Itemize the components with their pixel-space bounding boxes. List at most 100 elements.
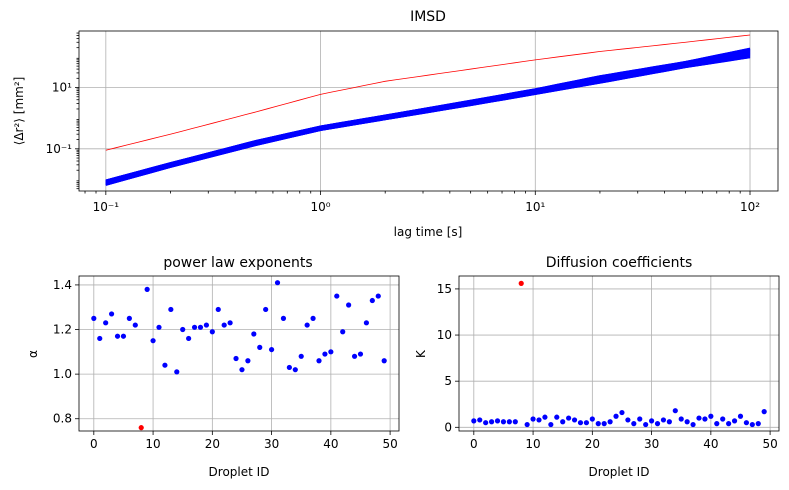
alpha-point bbox=[310, 315, 316, 321]
k-point bbox=[548, 421, 554, 428]
k-point bbox=[672, 408, 678, 414]
k-title: Diffusion coefficients bbox=[546, 255, 693, 271]
alpha-point bbox=[274, 280, 281, 286]
k-x-ticklabel: 30 bbox=[644, 437, 659, 451]
k-point bbox=[577, 420, 584, 426]
k-point bbox=[483, 420, 489, 426]
alpha-point bbox=[197, 324, 204, 330]
alpha-point bbox=[114, 333, 121, 339]
imsd-x-ticklabel: 10⁻¹ bbox=[93, 200, 120, 214]
imsd-blue-curve bbox=[105, 56, 751, 186]
k-y-ticklabel: 0 bbox=[444, 420, 452, 434]
alpha-point bbox=[132, 322, 138, 328]
k-point bbox=[702, 416, 708, 422]
alpha-point bbox=[304, 322, 310, 328]
alpha-point bbox=[91, 315, 97, 321]
imsd-blue-curve bbox=[105, 55, 751, 186]
k-point bbox=[631, 421, 637, 427]
k-point bbox=[583, 420, 590, 426]
imsd-panel: IMSD 10⁻¹ 10⁰ 10¹ 10² 10⁻¹ 10¹ lag time [s] ⟨… bbox=[12, 9, 779, 239]
alpha-point bbox=[351, 353, 358, 359]
k-point bbox=[637, 416, 643, 422]
k-grid bbox=[459, 276, 779, 431]
k-x-ticklabel: 50 bbox=[762, 437, 777, 451]
k-point bbox=[690, 421, 696, 428]
k-point bbox=[536, 417, 542, 423]
imsd-ticks: 10⁻¹ 10⁰ 10¹ 10² 10⁻¹ 10¹ bbox=[46, 32, 760, 214]
alpha-point bbox=[233, 355, 239, 362]
k-y-ticklabel: 5 bbox=[444, 374, 452, 388]
imsd-x-ticklabel: 10⁰ bbox=[311, 200, 331, 214]
alpha-x-ticklabel: 0 bbox=[90, 437, 98, 451]
k-axes-frame bbox=[458, 275, 780, 432]
alpha-point bbox=[191, 324, 198, 330]
alpha-point bbox=[215, 306, 221, 313]
alpha-point bbox=[126, 315, 132, 321]
k-ylabel: K bbox=[414, 349, 428, 358]
k-point bbox=[749, 421, 755, 428]
k-x-ticklabel: 0 bbox=[470, 437, 478, 451]
k-points bbox=[471, 280, 767, 428]
k-y-ticklabel: 15 bbox=[437, 282, 452, 296]
alpha-point bbox=[120, 333, 127, 339]
imsd-blue-curve bbox=[105, 54, 751, 185]
alpha-point bbox=[280, 315, 287, 321]
alpha-point bbox=[316, 358, 322, 364]
imsd-blue-curve bbox=[105, 56, 751, 186]
k-point bbox=[761, 409, 767, 415]
imsd-curves bbox=[105, 34, 751, 186]
alpha-x-ticklabel: 40 bbox=[323, 437, 338, 451]
imsd-title: IMSD bbox=[410, 9, 446, 25]
alpha-point bbox=[292, 367, 298, 373]
imsd-blue-curve bbox=[105, 56, 751, 186]
imsd-blue-curve bbox=[105, 54, 751, 185]
alpha-ylabel: α bbox=[26, 350, 40, 358]
alpha-point bbox=[186, 335, 192, 342]
k-point bbox=[589, 416, 595, 422]
k-point bbox=[613, 413, 619, 419]
k-point bbox=[666, 419, 672, 425]
k-point bbox=[678, 416, 684, 422]
alpha-y-ticklabel: 1.0 bbox=[53, 367, 72, 381]
k-point bbox=[737, 413, 744, 419]
alpha-point bbox=[150, 338, 156, 344]
k-point bbox=[524, 421, 530, 428]
alpha-point bbox=[268, 346, 275, 353]
alpha-point bbox=[162, 362, 168, 368]
k-point bbox=[601, 421, 607, 427]
k-point bbox=[512, 419, 518, 425]
alpha-x-ticklabel: 50 bbox=[382, 437, 397, 451]
k-y-ticklabel: 10 bbox=[437, 328, 452, 342]
k-point bbox=[595, 421, 601, 427]
k-point bbox=[530, 416, 536, 422]
alpha-point bbox=[340, 329, 346, 335]
k-point bbox=[708, 413, 714, 419]
k-outlier-point bbox=[518, 280, 524, 286]
k-point bbox=[625, 417, 631, 423]
k-panel: Diffusion coefficients 0 10 20 30 40 50 0 5 10 15… bbox=[414, 255, 780, 479]
alpha-y-ticklabel: 0.8 bbox=[53, 412, 72, 426]
k-point bbox=[654, 421, 661, 427]
k-x-ticklabel: 40 bbox=[703, 437, 718, 451]
k-point bbox=[743, 420, 750, 426]
imsd-blue-curve bbox=[105, 56, 751, 186]
k-point bbox=[660, 417, 667, 423]
alpha-point bbox=[334, 293, 340, 299]
alpha-point bbox=[357, 351, 364, 357]
k-point bbox=[554, 414, 560, 420]
k-point bbox=[619, 409, 625, 416]
imsd-blue-curve bbox=[105, 54, 751, 185]
k-point bbox=[488, 419, 495, 425]
imsd-x-ticklabel: 10² bbox=[740, 200, 760, 214]
k-x-ticklabel: 10 bbox=[525, 437, 540, 451]
k-point bbox=[506, 419, 512, 425]
alpha-point bbox=[322, 351, 328, 357]
k-point bbox=[494, 418, 501, 424]
alpha-outlier-point bbox=[138, 425, 144, 431]
alpha-point bbox=[381, 358, 387, 364]
k-point bbox=[477, 417, 483, 423]
alpha-title: power law exponents bbox=[163, 255, 312, 271]
alpha-point bbox=[108, 311, 115, 317]
alpha-panel: power law exponents 0 10 20 30 40 50 0.8 1.0 1.2… bbox=[26, 255, 400, 479]
